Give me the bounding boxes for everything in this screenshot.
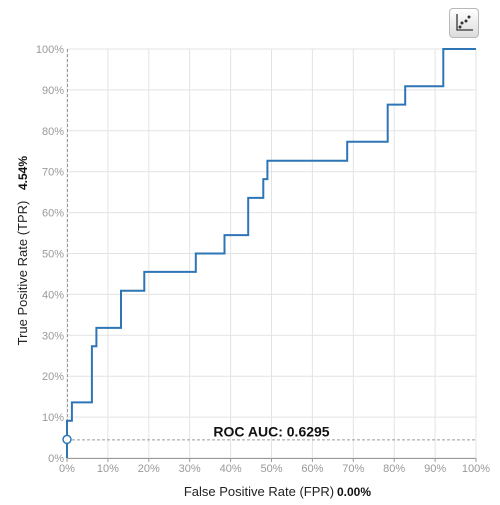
y-axis-ticks: 0% 10% 20% 30% 40% 50% 60% 70% 80% 90% 100%: [36, 44, 64, 465]
y-tick-label: 70%: [42, 167, 64, 179]
y-axis-title: True Positive Rate (TPR): [15, 201, 30, 346]
y-tick-label: 0%: [48, 453, 64, 465]
tpr-readout: 4.54%: [16, 156, 30, 190]
y-tick-label: 20%: [42, 371, 64, 383]
scatter-plot-icon: [456, 14, 473, 31]
y-tick-label: 80%: [42, 126, 64, 138]
x-tick-label: 100%: [462, 463, 490, 475]
fpr-readout: 0.00%: [337, 485, 371, 499]
x-tick-label: 70%: [342, 463, 364, 475]
y-tick-label: 100%: [36, 44, 64, 56]
x-tick-label: 30%: [179, 463, 201, 475]
x-tick-label: 10%: [97, 463, 119, 475]
x-tick-label: 0%: [59, 463, 75, 475]
x-axis-title: False Positive Rate (FPR): [184, 484, 334, 499]
scatter-plot-button[interactable]: [449, 8, 479, 38]
x-tick-label: 90%: [424, 463, 446, 475]
x-tick-label: 80%: [383, 463, 405, 475]
y-tick-label: 60%: [42, 208, 64, 220]
y-tick-label: 10%: [42, 412, 64, 424]
x-axis-ticks: 0% 10% 20% 30% 40% 50% 60% 70% 80% 90% 100%: [59, 458, 490, 475]
x-tick-label: 40%: [220, 463, 242, 475]
x-tick-label: 60%: [301, 463, 323, 475]
roc-auc-annotation: ROC AUC: 0.6295: [213, 423, 329, 439]
y-tick-label: 30%: [42, 330, 64, 342]
y-tick-label: 90%: [42, 85, 64, 97]
x-tick-label: 20%: [138, 463, 160, 475]
selected-threshold-point[interactable]: [62, 434, 72, 445]
x-tick-label: 50%: [260, 463, 282, 475]
y-tick-label: 40%: [42, 289, 64, 301]
chart-grid: [66, 48, 477, 459]
roc-curve-line: [66, 48, 476, 458]
y-tick-label: 50%: [42, 249, 64, 261]
